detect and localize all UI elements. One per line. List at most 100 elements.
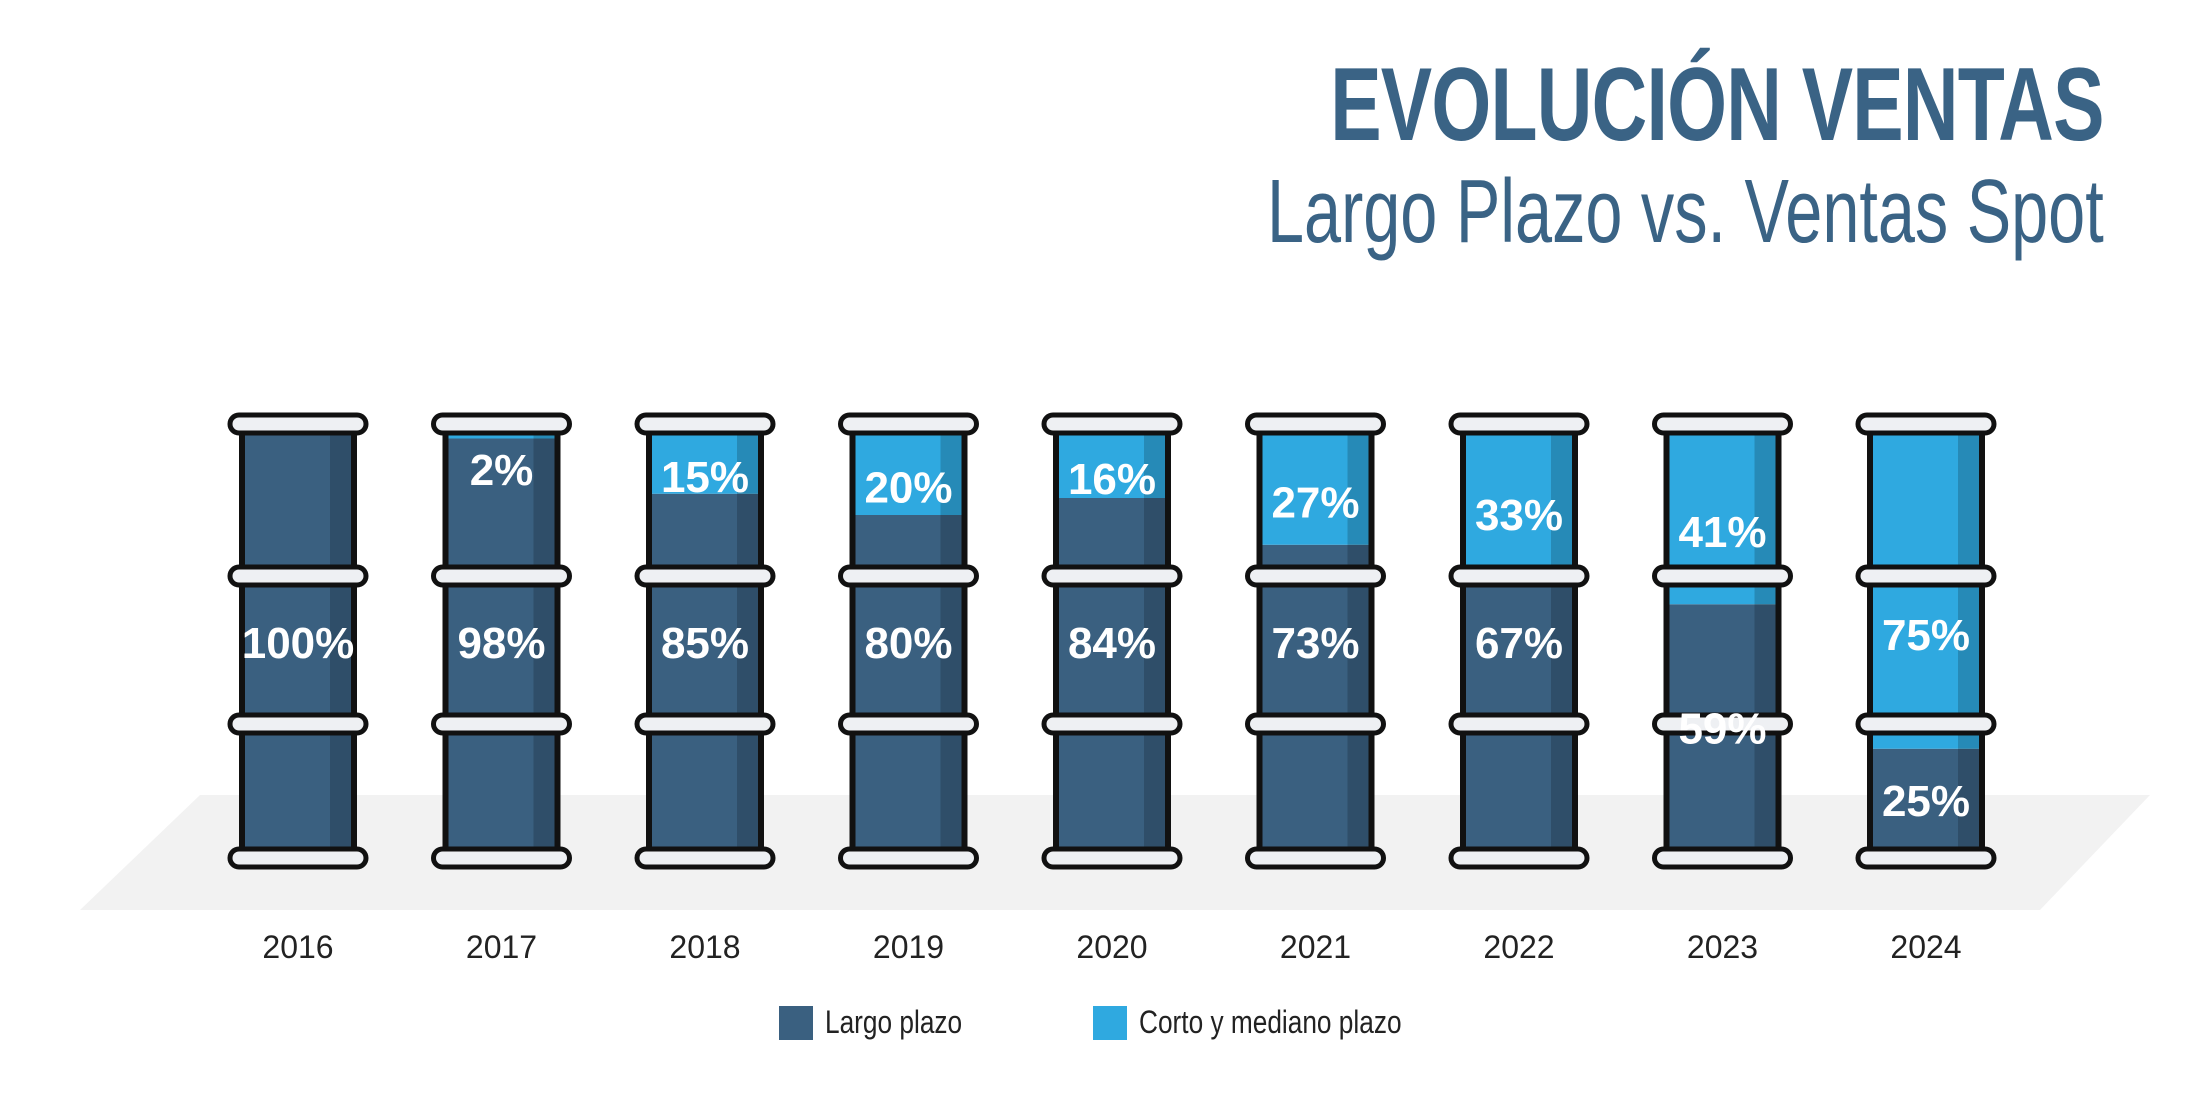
legend-swatch-corto-mediano-plazo — [1092, 1005, 1127, 1040]
barrel-ring-2021-3 — [1245, 846, 1386, 870]
bar-corto-plazo-2018 — [649, 430, 761, 494]
barrel-2023: 59% 41% — [1652, 412, 1793, 870]
barrel-ring-2017-3 — [431, 846, 572, 870]
barrel-shade-2022 — [1551, 430, 1575, 855]
barrel-ring-2019-1 — [838, 564, 979, 588]
bar-largo-plazo-2018 — [649, 493, 761, 855]
title-block: EVOLUCIÓN VENTAS Largo Plazo vs. Ventas … — [973, 50, 2104, 260]
legend: Largo plazo Corto y mediano plazo — [0, 1004, 2208, 1041]
data-label-corto-plazo-2020: 16% — [1068, 455, 1156, 504]
barrel-ring-2018-3 — [634, 846, 776, 870]
barrel-2022: 67% 33% — [1448, 412, 1590, 870]
bar-largo-plazo-2024 — [1870, 748, 1982, 855]
barrel-ring-2017-1 — [431, 564, 572, 588]
barrel-ring-2023-0 — [1652, 412, 1793, 436]
barrel-shade-2023 — [1754, 430, 1779, 855]
data-label-corto-plazo-2019: 20% — [864, 464, 952, 513]
barrel-ring-2022-2 — [1448, 712, 1590, 736]
x-tick-2018: 2018 — [669, 929, 740, 965]
data-label-largo-plazo-2018: 85% — [661, 619, 749, 668]
barrel-ring-2019-3 — [838, 846, 979, 870]
barrel-ring-2022-3 — [1448, 846, 1590, 870]
barrel-2021: 73% 27% — [1245, 412, 1386, 870]
barrel-2024: 25% 75% — [1855, 412, 1997, 870]
barrel-2020: 84% 16% — [1041, 412, 1183, 870]
barrel-ring-2017-2 — [431, 712, 572, 736]
data-label-corto-plazo-2018: 15% — [661, 453, 749, 502]
barrel-shade-2020 — [1144, 430, 1168, 855]
barrel-2016: 100% — [227, 412, 369, 870]
barrel-ring-2019-0 — [838, 412, 979, 436]
barrel-ring-2020-0 — [1041, 412, 1183, 436]
barrel-2018: 85% 15% — [634, 412, 776, 870]
barrel-ring-2019-2 — [838, 712, 979, 736]
barrel-ring-2018-1 — [634, 564, 776, 588]
x-axis-ticks: 2016 2017 2018 2019 2020 2021 2022 2023 2024 — [262, 929, 1961, 965]
legend-item-corto-mediano-plazo: Corto y mediano plazo — [1092, 1004, 1459, 1041]
barrel-ring-2016-0 — [227, 412, 369, 436]
legend-swatch-largo-plazo — [779, 1005, 814, 1040]
data-label-largo-plazo-2023: 59% — [1678, 705, 1766, 754]
data-label-largo-plazo-2017: 98% — [457, 619, 545, 668]
chart-subtitle: Largo Plazo vs. Ventas Spot — [1267, 162, 2104, 262]
bar-corto-plazo-2019 — [852, 430, 965, 515]
barrel-ring-2020-3 — [1041, 846, 1183, 870]
barrel-ring-2016-3 — [227, 846, 369, 870]
legend-label-corto-mediano-plazo: Corto y mediano plazo — [1138, 1004, 1402, 1040]
barrel-ring-2023-2 — [1652, 712, 1793, 736]
barrel-ring-2017-0 — [431, 412, 572, 436]
bar-corto-plazo-2021 — [1259, 430, 1372, 545]
barrel-shade-2016 — [330, 430, 354, 855]
barrel-ring-2023-1 — [1652, 564, 1793, 588]
legend-item-largo-plazo: Largo plazo — [779, 1004, 992, 1041]
barrel-ring-2024-1 — [1855, 564, 1997, 588]
barrel-ring-2023-3 — [1652, 846, 1793, 870]
barrel-ring-2024-0 — [1855, 412, 1997, 436]
legend-label-largo-plazo: Largo plazo — [825, 1004, 963, 1040]
barrel-ring-2020-2 — [1041, 712, 1183, 736]
bar-corto-plazo-2024 — [1870, 430, 1982, 749]
x-tick-2021: 2021 — [1280, 929, 1351, 965]
barrel-ring-2021-2 — [1245, 712, 1386, 736]
bar-largo-plazo-2021 — [1259, 544, 1372, 855]
barrel-shade-2021 — [1347, 430, 1372, 855]
barrel-ring-2024-3 — [1855, 846, 1997, 870]
barrel-shade-2024 — [1958, 430, 1982, 855]
barrel-2017: 98% 2% — [431, 412, 572, 870]
bar-largo-plazo-2016 — [242, 430, 354, 855]
x-tick-2019: 2019 — [873, 929, 944, 965]
data-label-corto-plazo-2023: 41% — [1678, 508, 1766, 557]
barrel-2019: 80% 20% — [838, 412, 979, 870]
data-label-largo-plazo-2022: 67% — [1475, 619, 1563, 668]
barrel-ring-2018-0 — [634, 412, 776, 436]
data-label-largo-plazo-2021: 73% — [1271, 619, 1359, 668]
barrels-group: 100% 98% 2% 85% 15% 80% 20% 84% 16% 73% 27% 67% 33% 5… — [227, 412, 1997, 870]
bar-largo-plazo-2020 — [1056, 498, 1168, 855]
barrel-ring-2022-0 — [1448, 412, 1590, 436]
data-label-corto-plazo-2024: 75% — [1882, 611, 1970, 660]
x-tick-2016: 2016 — [262, 929, 333, 965]
data-label-corto-plazo-2017: 2% — [470, 446, 534, 495]
barrel-shade-2017 — [533, 430, 558, 855]
barrel-shade-2018 — [737, 430, 761, 855]
data-label-largo-plazo-2019: 80% — [864, 619, 952, 668]
x-tick-2022: 2022 — [1483, 929, 1554, 965]
barrel-ring-2021-1 — [1245, 564, 1386, 588]
x-tick-2017: 2017 — [466, 929, 537, 965]
chart-title: EVOLUCIÓN VENTAS — [1330, 47, 2104, 163]
barrel-ring-2016-1 — [227, 564, 369, 588]
barrel-ring-2016-2 — [227, 712, 369, 736]
data-label-largo-plazo-2024: 25% — [1882, 777, 1970, 826]
bar-largo-plazo-2017 — [445, 438, 558, 855]
barrel-ring-2018-2 — [634, 712, 776, 736]
data-label-largo-plazo-2020: 84% — [1068, 619, 1156, 668]
x-tick-2023: 2023 — [1687, 929, 1758, 965]
barrel-ring-2020-1 — [1041, 564, 1183, 588]
x-tick-2020: 2020 — [1076, 929, 1147, 965]
data-label-corto-plazo-2022: 33% — [1475, 491, 1563, 540]
bar-corto-plazo-2022 — [1463, 430, 1575, 571]
x-tick-2024: 2024 — [1890, 929, 1961, 965]
barrel-ring-2024-2 — [1855, 712, 1997, 736]
barrel-ring-2021-0 — [1245, 412, 1386, 436]
